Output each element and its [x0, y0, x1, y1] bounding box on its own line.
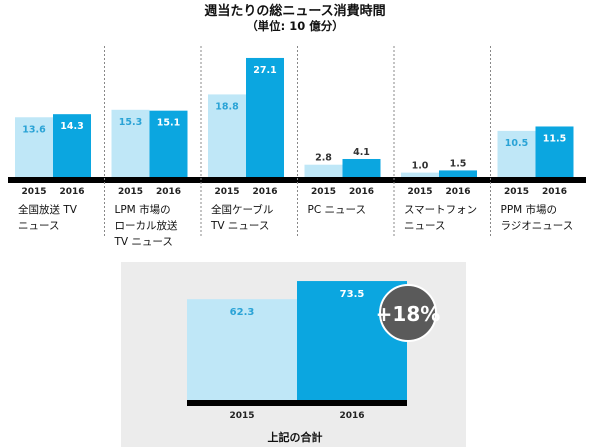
category-label-line: 全国ケーブル	[211, 203, 273, 216]
total-year-tick-label: 2015	[229, 411, 254, 421]
category-label-line: TV ニュース	[114, 236, 173, 248]
year-tick-label: 2016	[542, 187, 567, 197]
year-tick-label: 2015	[21, 187, 46, 197]
category-label-line: スマートフォン	[404, 204, 477, 216]
year-tick-label: 2015	[311, 187, 336, 197]
year-tick-label: 2016	[445, 187, 470, 197]
bar-value-label: 14.3	[60, 121, 83, 132]
chart-title-block: 週当たりの総ニュース消費時間 （単位: 10 億分）	[0, 4, 590, 33]
chart-subtitle: （単位: 10 億分）	[246, 19, 344, 33]
bar-value-label: 10.5	[505, 138, 528, 149]
total-bar-0	[187, 299, 297, 400]
bar-0-1	[53, 114, 91, 177]
bar-value-label: 1.0	[412, 161, 429, 172]
year-tick-label: 2015	[407, 187, 432, 197]
bar-value-label: 1.5	[450, 158, 467, 169]
bar-3-0	[304, 164, 343, 177]
year-tick-label: 2016	[156, 187, 181, 197]
bar-0-0	[15, 117, 53, 177]
bar-value-label: 18.8	[215, 101, 239, 112]
bar-1-0	[111, 109, 150, 177]
year-tick-label: 2016	[349, 187, 374, 197]
bar-4-1	[439, 170, 477, 177]
bar-2-1	[246, 57, 284, 178]
chart-title: 週当たりの総ニュース消費時間	[204, 4, 386, 19]
growth-badge-text: +18%	[376, 302, 441, 326]
year-tick-label: 2016	[59, 187, 84, 197]
total-bar-value-label: 62.3	[230, 307, 255, 318]
category-label-line: ニュース	[18, 220, 59, 232]
category-label-line: ラジオニュース	[501, 220, 574, 232]
bar-value-label: 11.5	[543, 133, 566, 144]
bar-value-label: 13.6	[22, 124, 46, 135]
total-bar-value-label: 73.5	[340, 289, 365, 300]
year-tick-label: 2015	[504, 187, 529, 197]
category-label-line: ニュース	[404, 220, 445, 232]
category-label-line: PPM 市場の	[501, 203, 558, 216]
category-label-line: 全国放送 TV	[18, 203, 78, 216]
total-axis-bar	[187, 400, 407, 406]
year-tick-label: 2016	[252, 187, 277, 197]
year-tick-label: 2015	[214, 187, 239, 197]
bar-value-label: 2.8	[315, 153, 332, 164]
bar-3-1	[342, 158, 381, 177]
bar-2-0	[208, 94, 246, 177]
bar-value-label: 15.1	[157, 118, 180, 129]
bar-1-1	[149, 110, 188, 177]
total-caption: 上記の合計	[268, 430, 323, 444]
total-year-tick-label: 2016	[339, 411, 364, 421]
bar-4-0	[401, 172, 439, 177]
year-tick-label: 2015	[118, 187, 143, 197]
bar-value-label: 15.3	[119, 117, 142, 128]
bar-5-1	[535, 126, 574, 177]
category-label-line: ローカル放送	[115, 219, 178, 232]
bar-value-label: 27.1	[253, 65, 276, 76]
category-label-line: PC ニュース	[308, 204, 366, 216]
growth-badge-circle	[379, 284, 437, 342]
bar-5-0	[497, 130, 536, 177]
category-label-line: LPM 市場の	[115, 203, 171, 216]
bar-value-label: 4.1	[353, 147, 370, 158]
category-label-line: TV ニュース	[210, 220, 269, 232]
